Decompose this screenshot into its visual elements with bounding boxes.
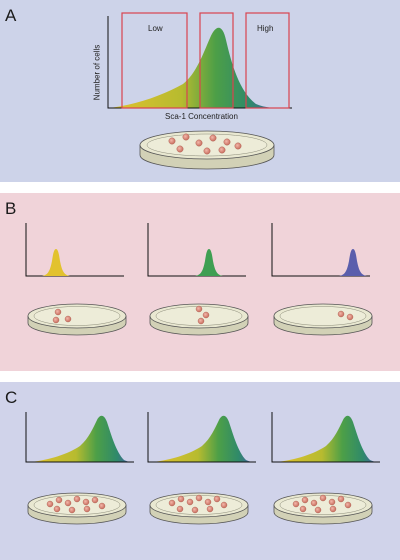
- axes-b3: [271, 223, 370, 277]
- panel-c: C: [0, 382, 400, 560]
- gate-low-box: [121, 12, 188, 109]
- x-axis-label: Sca-1 Concentration: [165, 112, 238, 121]
- axes-c1: [25, 412, 134, 463]
- panel-c-subpanel-3: [271, 412, 380, 525]
- axes-c3: [271, 412, 380, 463]
- peak-blue: [339, 249, 367, 276]
- panel-c-subpanel-2: [147, 412, 256, 525]
- cells-c1: [46, 495, 106, 514]
- petri-dish-b2: [149, 303, 249, 336]
- panel-b-subpanel-3: [271, 223, 373, 336]
- gate-high-label: High: [257, 24, 274, 33]
- petri-dish-c1: [27, 492, 127, 525]
- panel-b: B: [0, 193, 400, 371]
- peak-green: [195, 249, 223, 276]
- axes-b1: [25, 223, 124, 277]
- axes-c2: [147, 412, 256, 463]
- gate-high-box: [245, 12, 290, 109]
- panel-b-letter: B: [5, 199, 17, 218]
- cells-b2: [195, 305, 210, 325]
- panel-c-subpanel-1: [25, 412, 134, 525]
- panel-a-letter: A: [5, 6, 17, 25]
- panel-b-graphic: [25, 223, 373, 336]
- distribution-curve-a: [110, 27, 280, 108]
- peak-yellow: [42, 249, 70, 276]
- petri-dish-c3: [273, 492, 373, 525]
- petri-dish-c2: [149, 492, 249, 525]
- distribution-curve-c1: [30, 415, 132, 462]
- gate-mid-box: [199, 12, 234, 109]
- y-axis-label: Number of cells: [92, 44, 102, 101]
- gate-low-label: Low: [148, 24, 163, 33]
- cells-b1: [52, 308, 72, 324]
- axes-b2: [147, 223, 246, 277]
- distribution-curve-c3: [276, 415, 378, 462]
- cells-c2: [168, 494, 228, 514]
- petri-dish-a: [139, 130, 275, 170]
- panel-a: A: [0, 0, 400, 182]
- petri-dish-b3: [273, 303, 373, 336]
- distribution-curve-c2: [152, 415, 254, 462]
- cells-a: [168, 133, 242, 155]
- panel-a-graphic: [107, 12, 292, 170]
- cells-b3: [337, 310, 354, 321]
- panel-c-graphic: [25, 412, 380, 525]
- panel-b-subpanel-2: [147, 223, 249, 336]
- panel-b-subpanel-1: [25, 223, 127, 336]
- panel-c-letter: C: [5, 388, 18, 407]
- cells-c3: [292, 494, 352, 514]
- petri-dish-b1: [27, 303, 127, 336]
